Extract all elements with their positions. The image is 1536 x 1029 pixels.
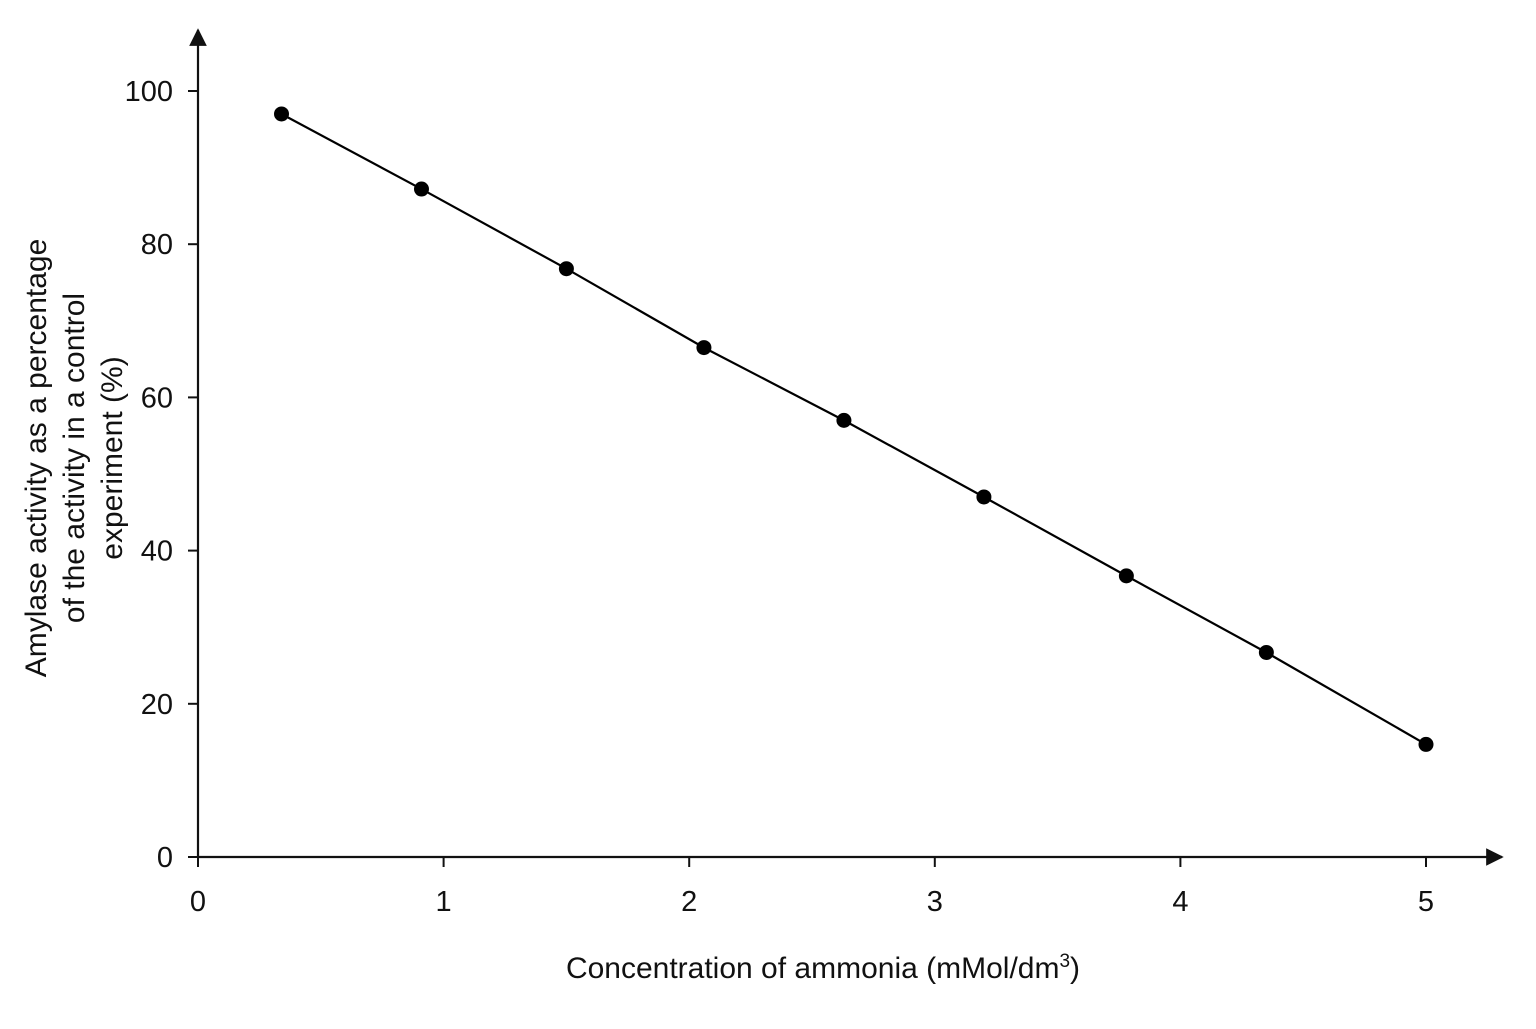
data-point	[1418, 736, 1434, 752]
x-axis-title-suffix: )	[1070, 952, 1080, 985]
x-tick-label: 1	[436, 886, 452, 918]
y-tick-label: 100	[125, 76, 173, 108]
axis-labels: Concentration of ammonia (mMol/dm3) Amyl…	[20, 239, 1080, 985]
data-point	[274, 106, 290, 122]
x-tick-label: 0	[190, 886, 206, 918]
x-tick-label: 2	[681, 886, 697, 918]
y-axis-title-line-2: of the activity in a control	[58, 293, 91, 623]
ticks: 0 1 2 3 4 5 0 20 40 60 80 100	[125, 76, 1434, 918]
x-axis-title: Concentration of ammonia (mMol/dm3)	[566, 951, 1080, 985]
axes	[189, 28, 1504, 866]
data-point	[976, 489, 992, 505]
data-point	[836, 412, 852, 428]
data-point	[1118, 568, 1134, 584]
x-tick-label: 5	[1418, 886, 1434, 918]
series-line	[280, 113, 1427, 746]
x-axis-title-main: Concentration of ammonia (mMol/dm	[566, 952, 1060, 985]
y-tick-label: 80	[141, 229, 173, 261]
data-point	[696, 340, 712, 356]
y-tick-label: 0	[157, 842, 173, 874]
y-axis-title-line-1: Amylase activity as a percentage	[20, 239, 53, 678]
data-point	[558, 261, 574, 277]
y-axis-title-line-3: experiment (%)	[96, 356, 129, 559]
y-tick-label: 60	[141, 382, 173, 414]
x-axis-title-superscript: 3	[1059, 951, 1070, 972]
y-axis-title: Amylase activity as a percentage of the …	[20, 239, 129, 678]
y-tick-label: 20	[141, 689, 173, 721]
x-tick-label: 3	[927, 886, 943, 918]
series-layer	[274, 106, 1434, 752]
y-tick-label: 40	[141, 536, 173, 568]
x-tick-label: 4	[1172, 886, 1188, 918]
data-point	[1258, 644, 1274, 660]
data-point	[413, 181, 429, 197]
